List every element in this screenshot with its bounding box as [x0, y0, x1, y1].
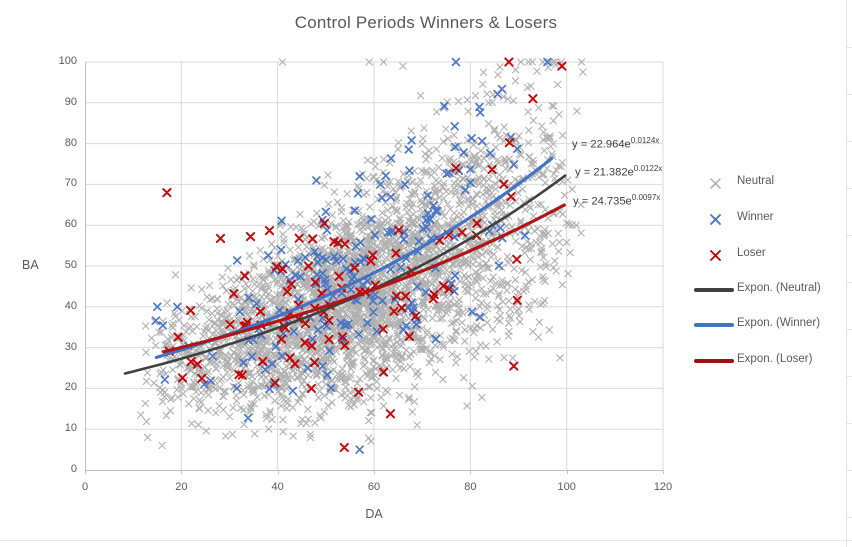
sheet-row-stub — [846, 235, 852, 236]
y-tick-20: 20 — [64, 381, 77, 394]
sheet-gridline-vertical — [846, 0, 847, 547]
trendline-expon---loser-[interactable] — [161, 203, 566, 354]
trendline-swatch-icon — [694, 323, 734, 327]
sheet-row-stub — [846, 376, 852, 377]
plot-area[interactable] — [85, 57, 664, 470]
loser-x-marker-icon — [710, 250, 721, 261]
trendline-equation-2[interactable]: y = 21.382e0.0122x — [575, 164, 662, 179]
sheet-row-stub — [846, 188, 852, 189]
trendline-equation-1[interactable]: y = 22.964e0.0124x — [572, 136, 659, 151]
x-tick-120: 120 — [653, 481, 673, 493]
x-tick-0: 0 — [81, 481, 89, 493]
equation-base: y = 22.964e — [572, 138, 631, 151]
x-tick-20: 20 — [175, 481, 188, 493]
sheet-row-stub — [846, 47, 852, 48]
legend-label: Expon. (Loser) — [737, 353, 813, 365]
y-axis-title[interactable]: BA — [22, 258, 39, 272]
legend-item-winner[interactable]: Winner — [694, 210, 844, 228]
legend-label: Expon. (Neutral) — [737, 282, 821, 294]
y-tick-70: 70 — [64, 177, 77, 190]
x-tickmark — [181, 470, 183, 474]
trendline-expon---neutral-[interactable] — [123, 174, 567, 375]
x-axis-title[interactable]: DA — [365, 507, 383, 521]
y-tick-30: 30 — [64, 340, 77, 353]
x-tick-60: 60 — [367, 481, 381, 493]
x-tickmark — [277, 470, 279, 474]
x-tickmark — [85, 470, 86, 474]
sheet-gridline-horizontal — [0, 540, 852, 541]
legend-label: Expon. (Winner) — [737, 317, 821, 329]
equation-base: y = 24.735e — [573, 195, 632, 208]
legend-item-expon---neutral-[interactable]: Expon. (Neutral) — [694, 281, 844, 299]
legend-item-expon---winner-[interactable]: Expon. (Winner) — [694, 316, 844, 334]
y-tick-40: 40 — [64, 299, 77, 312]
sheet-row-stub — [846, 329, 852, 330]
legend-label: Winner — [737, 211, 774, 223]
sheet-row-stub — [846, 423, 852, 424]
legend-item-loser[interactable]: Loser — [694, 246, 844, 264]
legend-item-neutral[interactable]: Neutral — [694, 174, 844, 192]
neutral-x-marker-icon — [710, 178, 721, 189]
y-tick-0: 0 — [70, 463, 77, 475]
equation-exponent: 0.0097x — [631, 193, 661, 202]
equation-exponent: 0.0122x — [633, 164, 663, 173]
sheet-row-stub — [846, 94, 852, 95]
y-tick-50: 50 — [64, 259, 77, 271]
x-tick-40: 40 — [271, 481, 284, 493]
sheet-row-stub — [846, 470, 852, 471]
sheet-row-stub — [846, 517, 852, 518]
y-tick-100: 100 — [58, 55, 77, 67]
y-axis-line — [85, 62, 86, 470]
chart-title[interactable]: Control Periods Winners & Losers — [294, 13, 558, 32]
x-tickmark — [374, 470, 375, 474]
x-tickmark — [566, 470, 568, 474]
equation-exponent: 0.0124x — [630, 136, 660, 145]
sheet-row-stub — [846, 141, 852, 142]
legend-label: Neutral — [737, 175, 775, 187]
y-tick-90: 90 — [64, 95, 77, 108]
x-tick-80: 80 — [464, 481, 477, 493]
series-loser-points[interactable] — [162, 57, 567, 453]
legend-item-expon---loser-[interactable]: Expon. (Loser) — [694, 352, 844, 370]
trendline-equation-3[interactable]: y = 24.735e0.0097x — [573, 193, 660, 208]
winner-x-marker-icon — [710, 214, 721, 225]
x-tickmark — [663, 470, 664, 474]
x-tickmark — [470, 470, 472, 474]
y-tick-10: 10 — [64, 422, 77, 435]
trendline-swatch-icon — [694, 359, 734, 363]
equation-base: y = 21.382e — [575, 166, 634, 179]
y-tick-80: 80 — [64, 136, 77, 149]
trendline-swatch-icon — [694, 288, 734, 292]
y-tick-60: 60 — [64, 218, 77, 231]
x-tick-100: 100 — [557, 481, 576, 493]
sheet-row-stub — [846, 282, 852, 283]
legend-label: Loser — [737, 247, 766, 259]
